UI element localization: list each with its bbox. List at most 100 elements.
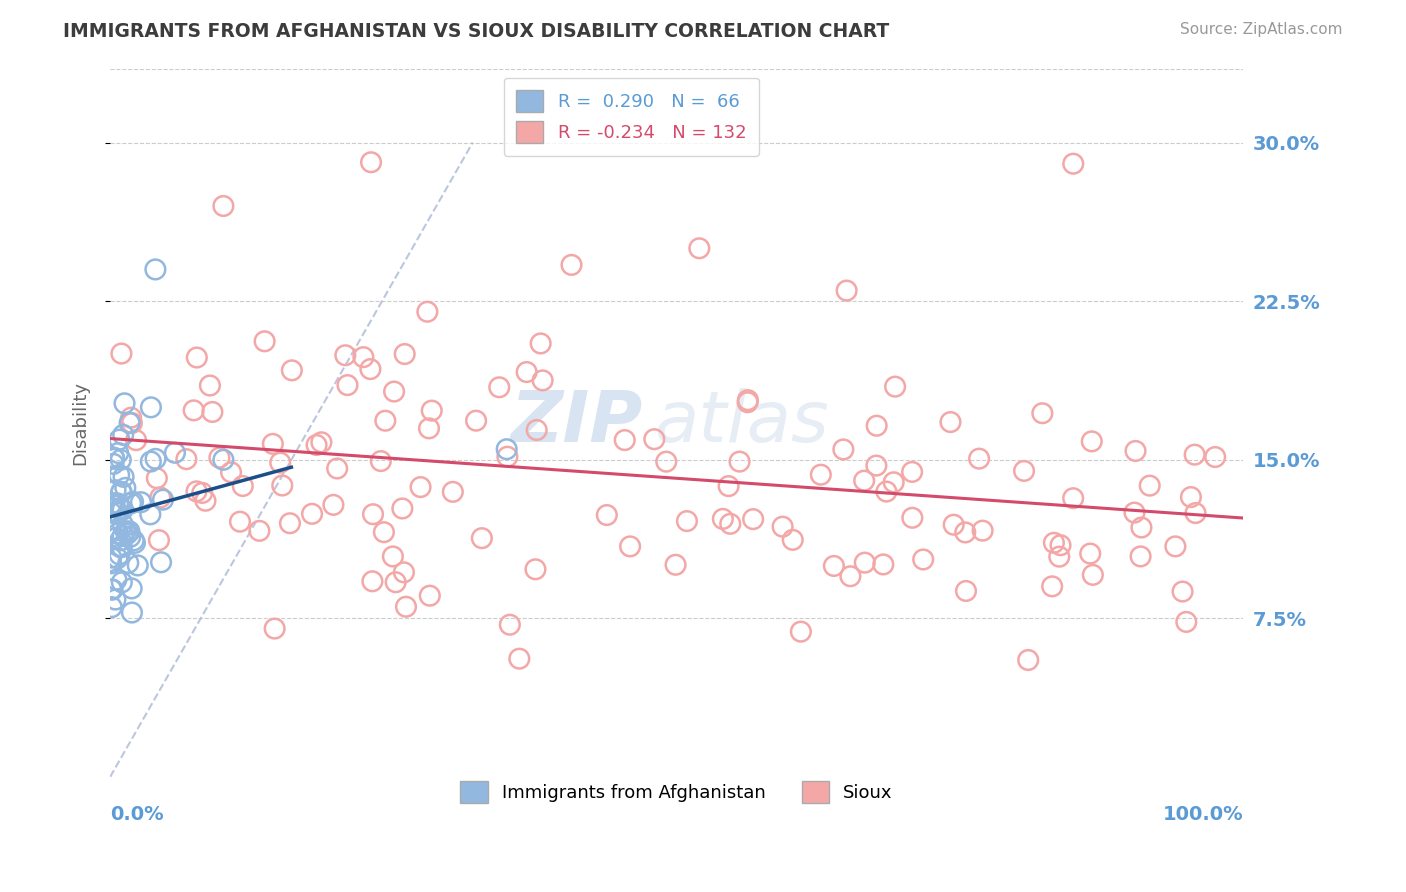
Point bbox=[352, 350, 374, 364]
Point bbox=[108, 548, 131, 562]
Point bbox=[110, 485, 132, 500]
Point bbox=[382, 384, 405, 399]
Point bbox=[1180, 490, 1202, 504]
Point bbox=[782, 533, 804, 547]
Point bbox=[526, 423, 548, 437]
Point bbox=[118, 524, 141, 539]
Point bbox=[101, 582, 124, 597]
Point bbox=[127, 558, 149, 573]
Point bbox=[901, 510, 924, 524]
Point bbox=[139, 401, 162, 415]
Point bbox=[145, 451, 167, 466]
Point bbox=[186, 351, 208, 365]
Point bbox=[835, 284, 858, 298]
Point bbox=[441, 484, 464, 499]
Point bbox=[107, 446, 129, 460]
Point bbox=[281, 363, 304, 377]
Point bbox=[1040, 579, 1063, 593]
Point bbox=[866, 418, 889, 433]
Point bbox=[419, 589, 441, 603]
Point bbox=[110, 452, 132, 467]
Point bbox=[201, 405, 224, 419]
Point bbox=[1047, 549, 1070, 564]
Point bbox=[1078, 547, 1101, 561]
Point bbox=[263, 622, 285, 636]
Point bbox=[110, 484, 132, 499]
Point bbox=[212, 452, 235, 467]
Point bbox=[103, 457, 125, 471]
Point bbox=[717, 479, 740, 493]
Point bbox=[150, 555, 173, 569]
Point bbox=[115, 527, 138, 541]
Point bbox=[104, 483, 127, 498]
Point bbox=[148, 533, 170, 548]
Point bbox=[560, 258, 582, 272]
Point bbox=[124, 536, 146, 550]
Point bbox=[370, 454, 392, 468]
Point bbox=[269, 456, 291, 470]
Point bbox=[105, 573, 128, 587]
Point bbox=[139, 508, 162, 522]
Point bbox=[495, 442, 517, 457]
Point bbox=[655, 455, 678, 469]
Point bbox=[117, 556, 139, 570]
Point bbox=[465, 414, 488, 428]
Point bbox=[613, 433, 636, 447]
Point bbox=[711, 512, 734, 526]
Point bbox=[219, 466, 242, 480]
Point bbox=[322, 498, 344, 512]
Point bbox=[107, 496, 129, 510]
Point bbox=[395, 599, 418, 614]
Point bbox=[665, 558, 688, 572]
Text: 100.0%: 100.0% bbox=[1163, 805, 1243, 824]
Text: ZIP: ZIP bbox=[510, 388, 643, 458]
Point bbox=[1125, 444, 1147, 458]
Point bbox=[107, 551, 129, 566]
Point bbox=[122, 533, 145, 548]
Text: 0.0%: 0.0% bbox=[110, 805, 163, 824]
Point bbox=[499, 617, 522, 632]
Point bbox=[1062, 157, 1084, 171]
Point bbox=[524, 562, 547, 576]
Point bbox=[232, 479, 254, 493]
Point bbox=[381, 549, 404, 564]
Point bbox=[912, 552, 935, 566]
Text: IMMIGRANTS FROM AFGHANISTAN VS SIOUX DISABILITY CORRELATION CHART: IMMIGRANTS FROM AFGHANISTAN VS SIOUX DIS… bbox=[63, 22, 890, 41]
Point bbox=[110, 533, 132, 548]
Point bbox=[516, 365, 538, 379]
Point bbox=[832, 442, 855, 457]
Point bbox=[146, 471, 169, 485]
Point bbox=[1062, 491, 1084, 506]
Point bbox=[839, 569, 862, 583]
Point bbox=[110, 501, 132, 516]
Point bbox=[139, 454, 162, 468]
Point bbox=[305, 438, 328, 452]
Point bbox=[129, 495, 152, 509]
Point bbox=[100, 506, 122, 520]
Point bbox=[823, 558, 845, 573]
Point bbox=[955, 584, 977, 599]
Point bbox=[186, 484, 208, 499]
Point bbox=[596, 508, 619, 522]
Point bbox=[208, 450, 231, 465]
Point bbox=[508, 651, 530, 665]
Point bbox=[198, 378, 221, 392]
Point bbox=[145, 262, 167, 277]
Point bbox=[488, 380, 510, 394]
Point bbox=[1129, 549, 1152, 564]
Point bbox=[420, 403, 443, 417]
Point bbox=[955, 525, 977, 540]
Point bbox=[810, 467, 832, 482]
Point bbox=[163, 446, 186, 460]
Point bbox=[121, 416, 143, 430]
Point bbox=[883, 475, 905, 490]
Point bbox=[183, 403, 205, 417]
Point bbox=[100, 557, 122, 571]
Point bbox=[110, 346, 132, 360]
Point bbox=[392, 566, 415, 580]
Point bbox=[872, 558, 894, 572]
Point bbox=[1081, 434, 1104, 449]
Point bbox=[1081, 567, 1104, 582]
Point bbox=[107, 506, 129, 520]
Point bbox=[103, 496, 125, 510]
